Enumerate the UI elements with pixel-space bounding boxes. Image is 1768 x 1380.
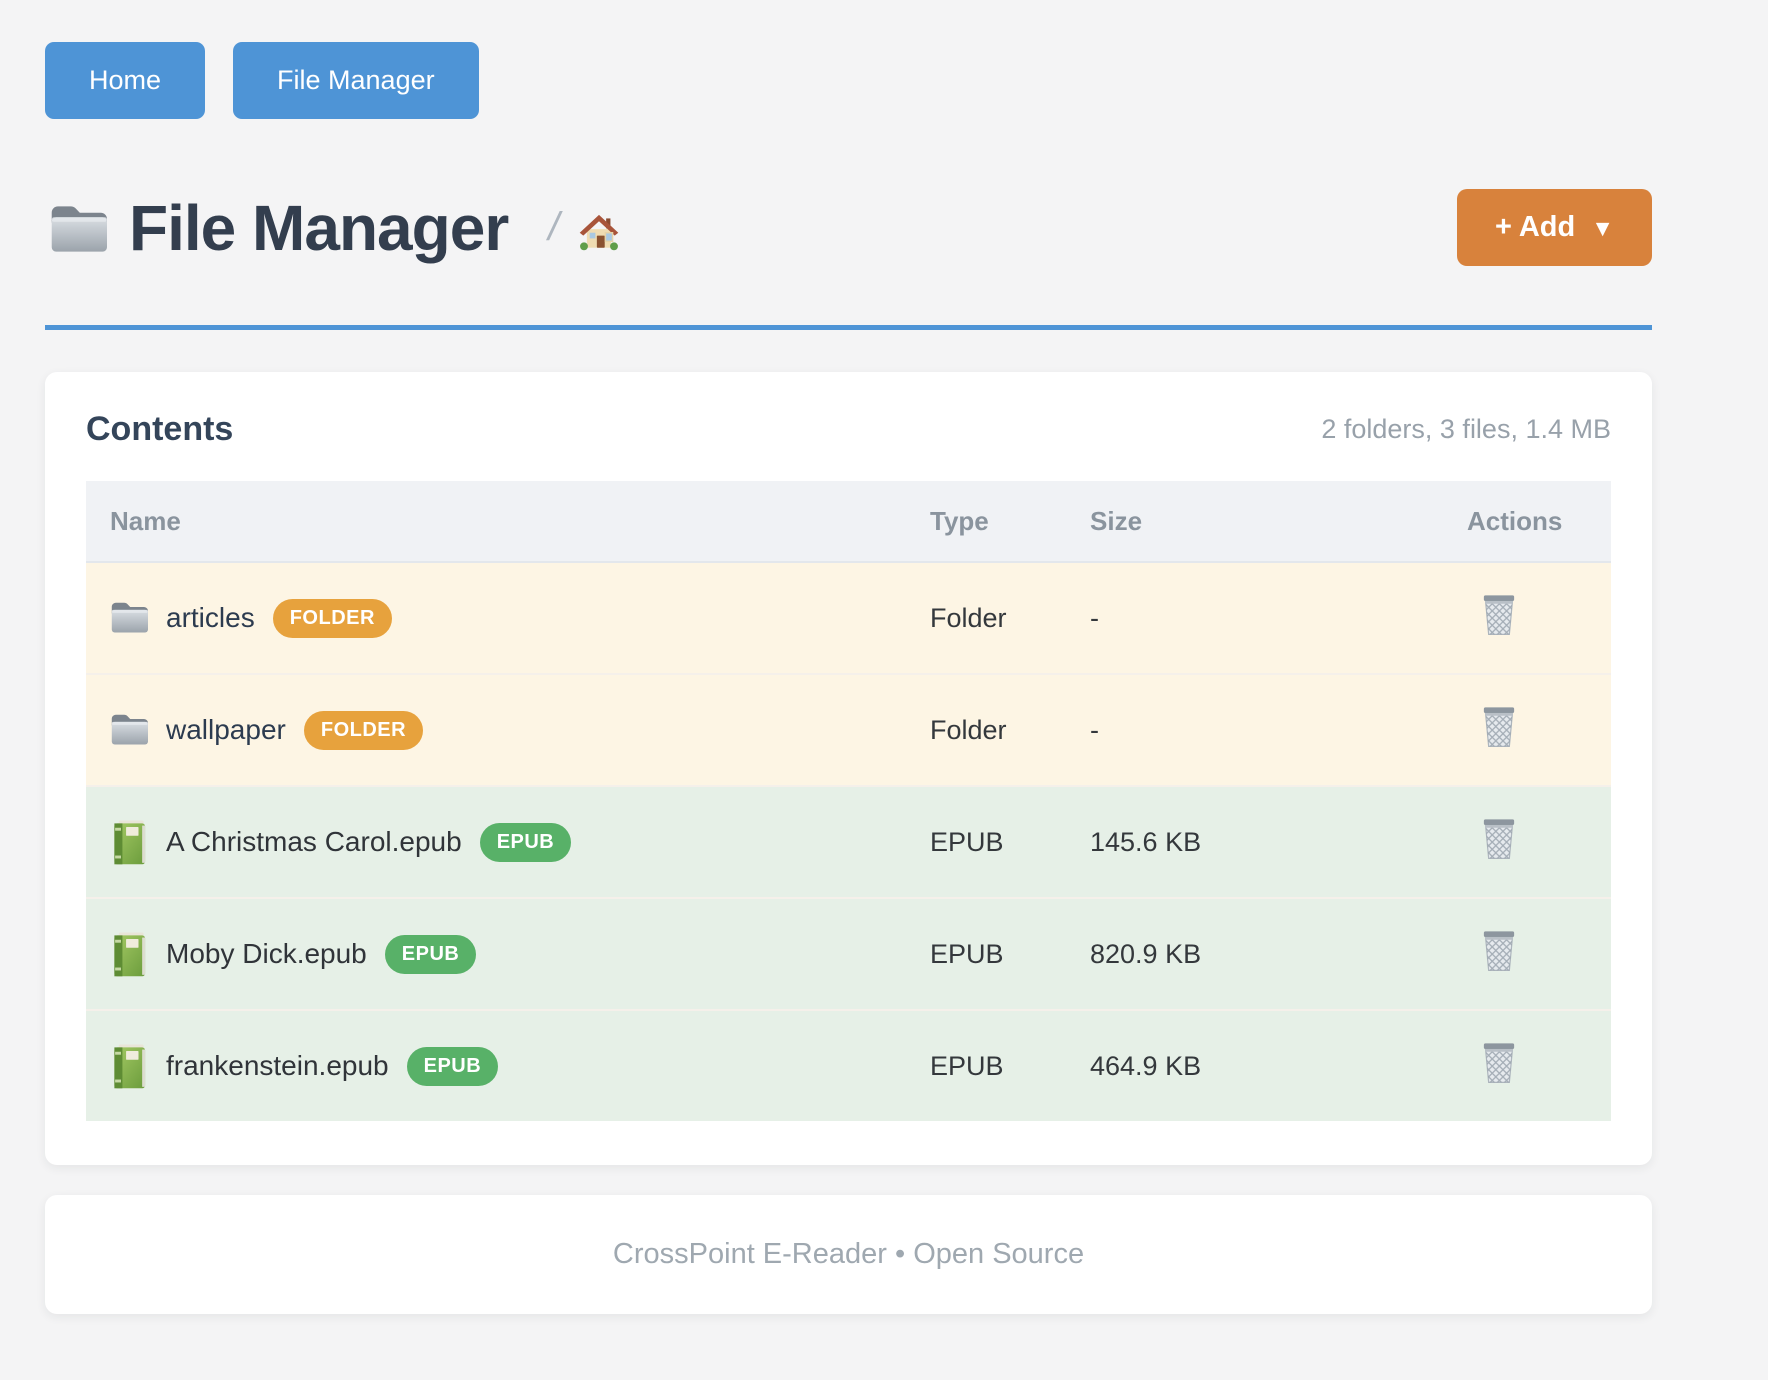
type-cell: EPUB (930, 1050, 1004, 1081)
table-header: Name Type Size Actions (86, 481, 1611, 563)
delete-button[interactable] (1481, 593, 1517, 636)
delete-button[interactable] (1481, 1041, 1517, 1084)
size-cell: 464.9 KB (1090, 1050, 1202, 1081)
name-cell: frankenstein.epub EPUB (110, 1044, 882, 1088)
table-body: articles FOLDER Folder - (86, 562, 1611, 1121)
home-icon[interactable] (579, 213, 619, 251)
contents-summary: 2 folders, 3 files, 1.4 MB (1321, 414, 1611, 444)
name-cell: A Christmas Carol.epub EPUB (110, 820, 882, 864)
column-header-name: Name (86, 481, 906, 563)
type-badge: EPUB (406, 1046, 499, 1086)
column-header-size: Size (1066, 481, 1443, 563)
card-title: Contents (86, 410, 234, 448)
green-book-icon (110, 820, 148, 864)
header-rule (45, 325, 1652, 330)
table-row: Moby Dick.epub EPUB EPUB 820.9 KB (86, 898, 1611, 1010)
type-badge: FOLDER (272, 598, 392, 638)
size-cell: - (1090, 602, 1099, 633)
folder-icon (110, 709, 148, 751)
delete-button[interactable] (1481, 929, 1517, 972)
delete-button[interactable] (1481, 817, 1517, 860)
type-badge: EPUB (479, 822, 572, 862)
type-cell: EPUB (930, 938, 1004, 969)
breadcrumb-separator: / (548, 205, 560, 249)
page: Home File Manager File Manager / (45, 42, 1652, 1314)
title-group: File Manager / (45, 191, 619, 265)
column-header-actions: Actions (1443, 481, 1611, 563)
file-name-link[interactable]: frankenstein.epub (166, 1050, 389, 1081)
table-row: articles FOLDER Folder - (86, 562, 1611, 674)
green-book-icon (110, 1044, 148, 1088)
size-cell: 145.6 KB (1090, 826, 1202, 857)
trash-icon (1483, 931, 1515, 972)
contents-card: Contents 2 folders, 3 files, 1.4 MB Name… (45, 372, 1652, 1165)
file-name-link[interactable]: A Christmas Carol.epub (166, 826, 462, 857)
table-row: A Christmas Carol.epub EPUB EPUB 145.6 K… (86, 786, 1611, 898)
trash-icon (1483, 707, 1515, 748)
footer-card: CrossPoint E-Reader • Open Source (45, 1195, 1652, 1314)
trash-icon (1483, 819, 1515, 860)
page-header: File Manager / + Add ▼ (45, 189, 1652, 266)
column-header-type: Type (906, 481, 1066, 563)
file-name-link[interactable]: Moby Dick.epub (166, 938, 367, 969)
caret-down-icon: ▼ (1591, 215, 1614, 241)
table-row: frankenstein.epub EPUB EPUB 464.9 KB (86, 1010, 1611, 1121)
file-name-link[interactable]: articles (166, 602, 255, 633)
type-cell: Folder (930, 602, 1007, 633)
type-cell: Folder (930, 714, 1007, 745)
folder-icon (51, 205, 107, 252)
file-name-link[interactable]: wallpaper (166, 714, 286, 745)
delete-button[interactable] (1481, 705, 1517, 748)
trash-icon (1483, 1043, 1515, 1084)
add-button-label: + Add (1494, 211, 1576, 243)
table-row: wallpaper FOLDER Folder - (86, 674, 1611, 786)
nav-button-home[interactable]: Home (45, 42, 206, 119)
nav-bar: Home File Manager (45, 42, 1652, 119)
name-cell: articles FOLDER (110, 597, 882, 639)
contents-card-header: Contents 2 folders, 3 files, 1.4 MB (86, 410, 1611, 449)
add-button[interactable]: + Add ▼ (1456, 189, 1652, 266)
green-book-icon (110, 932, 148, 976)
name-cell: Moby Dick.epub EPUB (110, 932, 882, 976)
size-cell: 820.9 KB (1090, 938, 1202, 969)
footer-text: CrossPoint E-Reader • Open Source (612, 1238, 1085, 1270)
name-cell: wallpaper FOLDER (110, 709, 882, 751)
folder-icon (110, 597, 148, 639)
file-table: Name Type Size Actions (86, 481, 1611, 1121)
trash-icon (1483, 595, 1515, 636)
type-cell: EPUB (930, 826, 1004, 857)
nav-button-file-manager[interactable]: File Manager (233, 42, 479, 119)
type-badge: FOLDER (303, 710, 424, 750)
type-badge: EPUB (384, 934, 477, 974)
page-title: File Manager (129, 191, 509, 264)
size-cell: - (1090, 714, 1099, 745)
